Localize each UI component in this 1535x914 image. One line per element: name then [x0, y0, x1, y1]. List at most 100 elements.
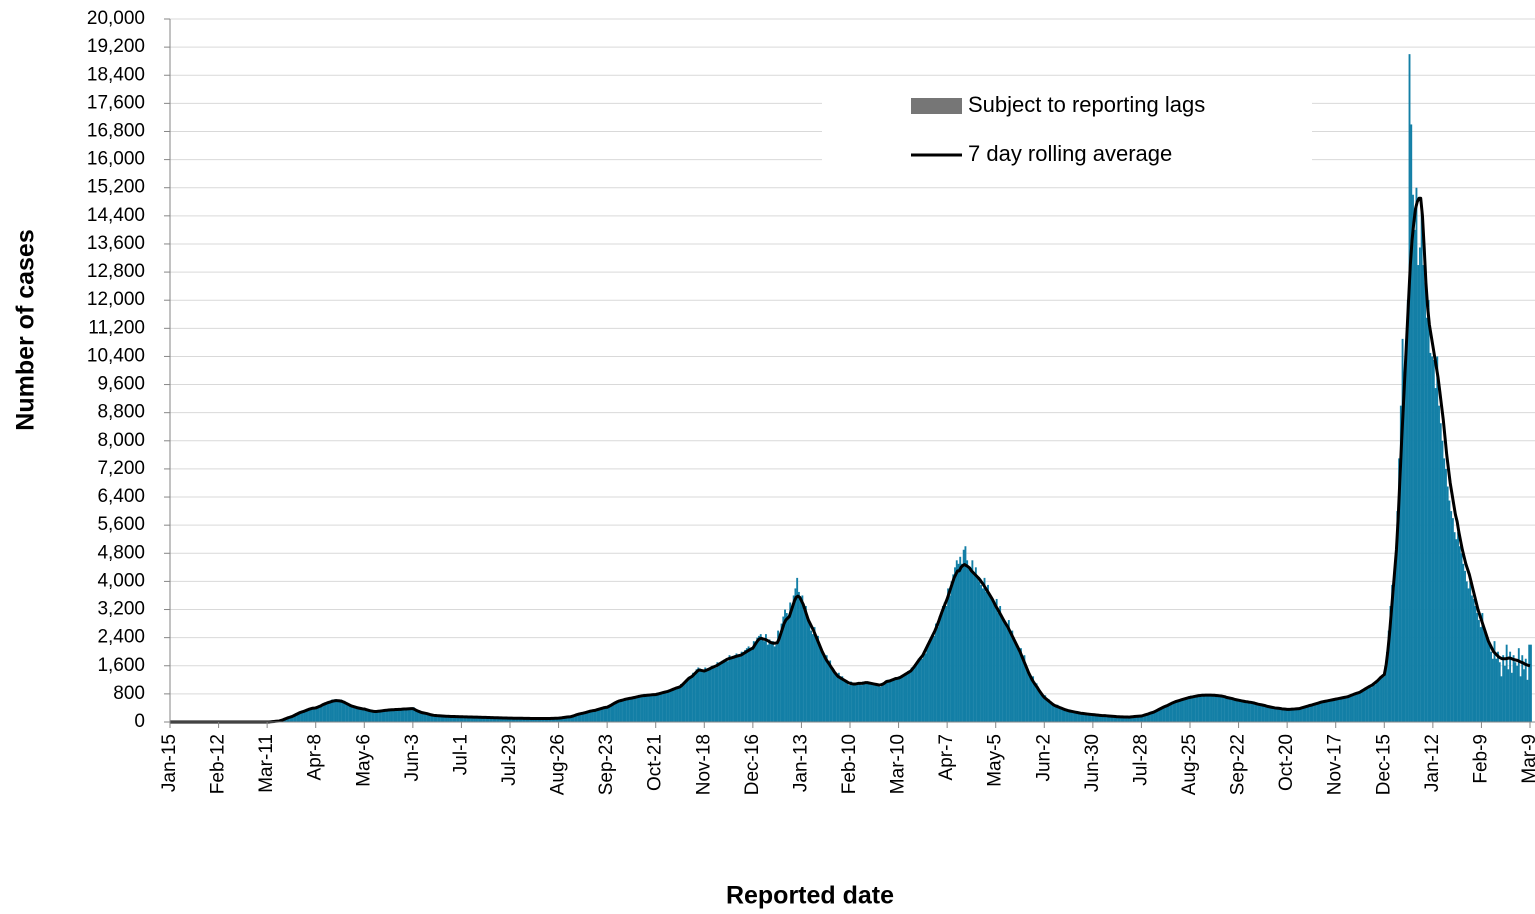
bar	[860, 685, 863, 722]
bar	[652, 694, 655, 722]
bar	[478, 717, 481, 722]
y-tick-label: 800	[113, 683, 145, 704]
bar	[1165, 705, 1168, 722]
bar	[459, 716, 462, 722]
bar	[935, 623, 937, 722]
bar	[761, 637, 764, 722]
bar	[1063, 709, 1066, 722]
bar	[1448, 500, 1451, 722]
bar	[1323, 700, 1326, 722]
bar	[777, 630, 780, 722]
bar	[1193, 695, 1196, 722]
bar	[810, 630, 812, 722]
bar	[326, 704, 329, 722]
bar	[1280, 708, 1283, 722]
bar	[1217, 694, 1220, 722]
bar	[1439, 423, 1442, 722]
bar	[903, 673, 906, 722]
bar	[1408, 54, 1411, 722]
bar	[669, 690, 672, 722]
bar	[671, 688, 674, 722]
bar	[529, 718, 531, 722]
x-tick-label: Jan-12	[1422, 734, 1443, 792]
bar	[386, 710, 389, 722]
bar	[367, 709, 370, 722]
bar	[1252, 703, 1255, 722]
bar	[1410, 124, 1413, 722]
bar	[499, 717, 502, 722]
bar	[744, 649, 747, 722]
bar	[1066, 710, 1069, 722]
bar	[976, 577, 979, 722]
bar	[1080, 712, 1083, 722]
bar	[1441, 440, 1444, 722]
bar	[525, 718, 528, 722]
bar	[706, 669, 708, 722]
bar	[487, 717, 490, 722]
bar	[634, 696, 637, 722]
bar	[1328, 700, 1331, 722]
bar	[905, 672, 908, 722]
bar	[1458, 546, 1461, 722]
x-tick-label: Dec-15	[1373, 734, 1394, 795]
bar	[758, 635, 760, 722]
y-tick-label: 17,600	[87, 92, 145, 113]
bar	[752, 641, 755, 722]
bar	[725, 659, 727, 722]
bar	[1007, 620, 1010, 722]
bar	[1226, 696, 1229, 722]
bar	[1320, 702, 1322, 722]
bar	[452, 716, 455, 722]
bar	[504, 718, 507, 722]
bar	[1238, 699, 1241, 722]
bar	[681, 685, 684, 722]
bar	[856, 683, 859, 722]
bar	[1366, 686, 1369, 722]
bar	[1420, 212, 1423, 722]
bar	[287, 716, 290, 722]
bar	[924, 653, 927, 722]
bar	[1517, 648, 1520, 722]
bar	[508, 718, 511, 722]
bar	[1122, 717, 1125, 722]
bar	[700, 671, 703, 722]
bar	[1167, 705, 1170, 722]
bar	[586, 711, 589, 722]
bar	[1153, 711, 1156, 722]
bar	[1299, 707, 1302, 722]
bar	[407, 707, 410, 722]
bar	[1170, 703, 1173, 722]
bar	[456, 716, 459, 722]
bar	[1018, 651, 1021, 722]
x-tick-label: Mar-9	[1519, 734, 1535, 784]
bar	[950, 581, 953, 722]
bar	[791, 606, 793, 722]
bar	[1524, 658, 1527, 722]
bar	[1434, 388, 1437, 722]
bar	[1360, 690, 1362, 722]
bar	[544, 718, 547, 722]
bar	[392, 709, 394, 722]
bar	[435, 715, 438, 722]
bar	[289, 717, 292, 722]
y-tick-label: 8,800	[97, 402, 145, 423]
bar	[1155, 711, 1158, 722]
bar	[473, 716, 476, 722]
bar	[461, 716, 464, 722]
bar	[475, 717, 478, 722]
bar	[1498, 662, 1501, 722]
bar	[1084, 713, 1087, 722]
bar	[756, 637, 759, 722]
bar	[1484, 634, 1487, 722]
bar	[536, 718, 538, 722]
bar	[1457, 532, 1460, 722]
bar	[680, 684, 682, 722]
bar	[765, 634, 767, 722]
bar	[582, 712, 585, 722]
bar	[1281, 709, 1284, 722]
bar	[1200, 696, 1203, 722]
bar	[378, 711, 381, 722]
bar	[532, 718, 535, 722]
bar	[1495, 658, 1498, 722]
bar	[716, 662, 719, 722]
